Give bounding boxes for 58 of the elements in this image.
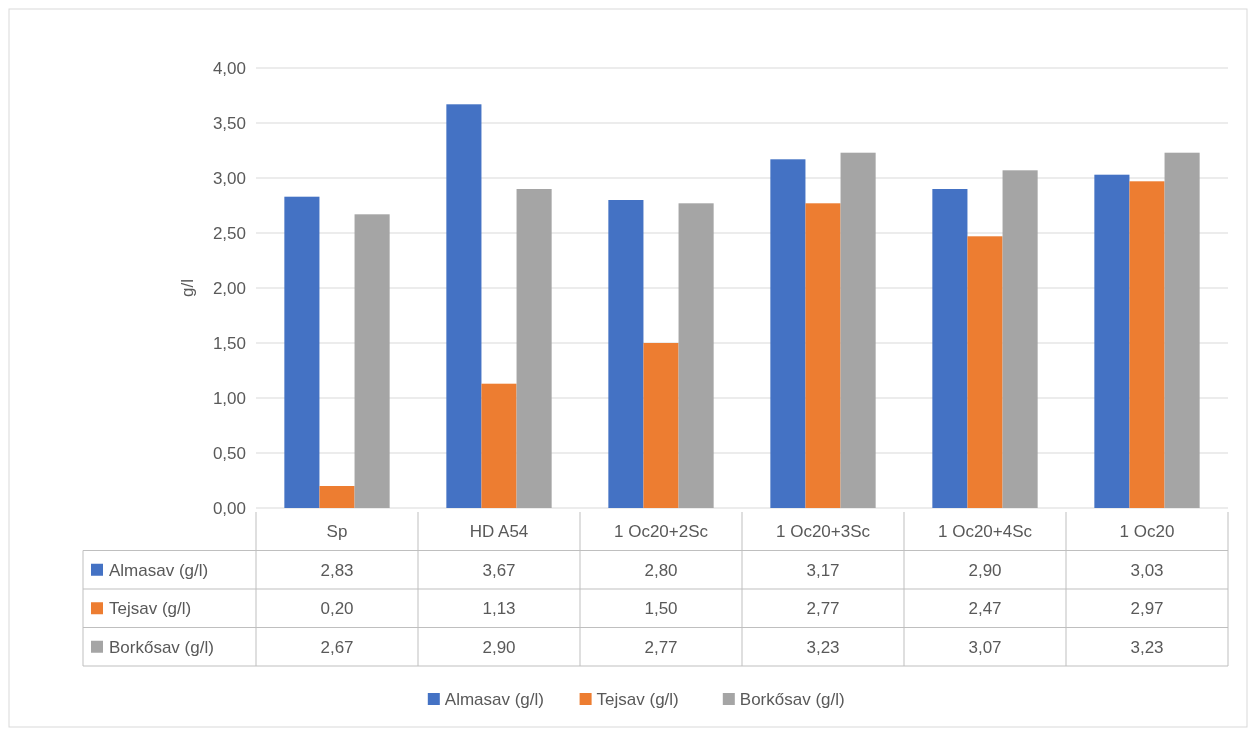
y-tick-label: 1,50	[212, 333, 246, 353]
bar	[481, 383, 517, 508]
y-tick-label: 0,00	[212, 498, 246, 518]
data-label: 3,07	[968, 637, 1002, 657]
data-label: 2,83	[320, 560, 354, 580]
data-label: 3,03	[1130, 560, 1164, 580]
data-label: 3,67	[482, 560, 516, 580]
x-tick-label: 1 Oc20	[1119, 522, 1175, 542]
data-label: 2,80	[644, 560, 678, 580]
x-tick-label: 1 Oc20+3Sc	[775, 522, 871, 542]
bar	[1002, 170, 1038, 508]
text: Borkősav (g/l)	[109, 637, 214, 657]
legend-label: Almasav (g/l)	[109, 560, 209, 580]
bar	[446, 104, 482, 508]
bar	[805, 203, 841, 508]
data-label: 3,23	[1130, 637, 1164, 657]
data-label: 1,50	[644, 599, 678, 619]
y-tick-label: 1,00	[212, 388, 246, 408]
bar	[932, 189, 968, 508]
data-label: 3,17	[806, 560, 840, 580]
data-label: 2,90	[968, 560, 1002, 580]
legend-label: Tejsav (g/l)	[109, 599, 192, 619]
data-label: 2,77	[644, 637, 678, 657]
data-label: 1,13	[482, 599, 516, 619]
data-label: 3,23	[806, 637, 840, 657]
data-label: 2,97	[1130, 599, 1164, 619]
y-axis-title: g/l	[178, 279, 197, 297]
bar	[284, 196, 320, 508]
text: Almasav (g/l)	[444, 689, 544, 709]
x-tick-label: 1 Oc20+4Sc	[937, 522, 1033, 542]
y-tick-label: 2,50	[212, 223, 246, 243]
data-label: 2,47	[968, 599, 1002, 619]
bar	[1129, 181, 1165, 508]
bar	[967, 236, 1003, 508]
bar	[516, 189, 552, 508]
legend-label: Borkősav (g/l)	[739, 689, 845, 709]
bar	[770, 159, 806, 508]
y-tick-label: 2,00	[212, 278, 246, 298]
y-tick-label: 0,50	[212, 443, 246, 463]
bar	[1164, 152, 1200, 508]
bar	[319, 486, 355, 508]
text: Tejsav (g/l)	[596, 689, 679, 709]
bar	[1094, 174, 1130, 508]
bar	[608, 200, 644, 508]
bar	[643, 343, 679, 508]
data-label: 2,67	[320, 637, 354, 657]
bar	[840, 152, 876, 508]
x-tick-label: 1 Oc20+2Sc	[613, 522, 709, 542]
y-tick-label: 4,00	[212, 58, 246, 78]
data-label: 0,20	[320, 599, 354, 619]
bar	[354, 214, 390, 508]
x-tick-label: Sp	[326, 522, 348, 542]
data-label: 2,90	[482, 637, 516, 657]
y-tick-label: 3,50	[212, 113, 246, 133]
bar	[678, 203, 714, 508]
data-label: 2,77	[806, 599, 840, 619]
x-tick-label: HD A54	[469, 522, 529, 542]
y-tick-label: 3,00	[212, 168, 246, 188]
